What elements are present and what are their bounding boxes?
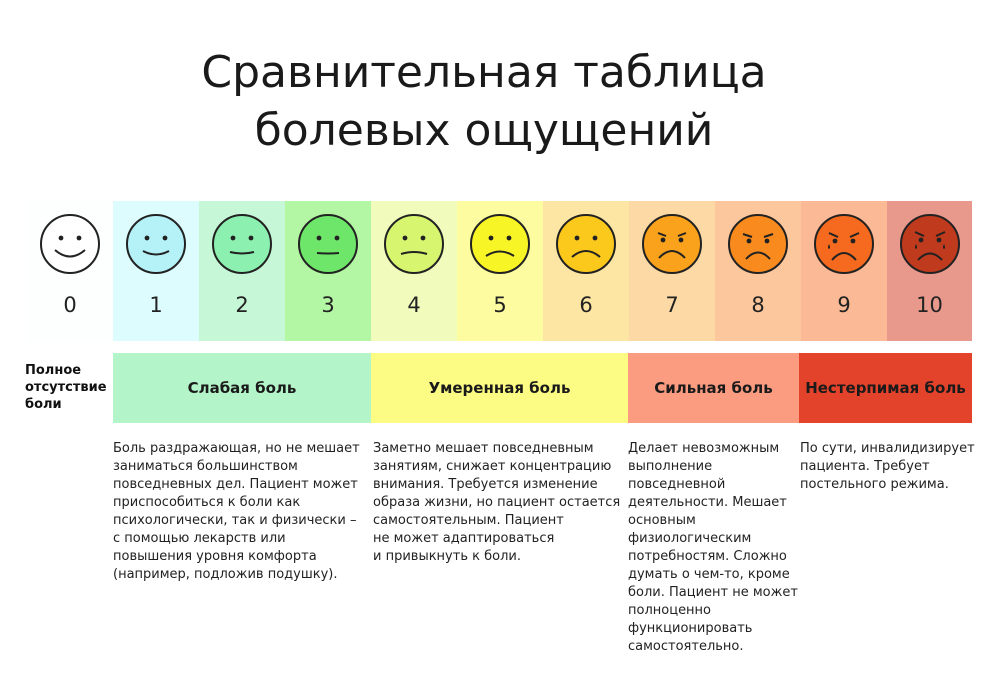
description-line: заниматься большинством: [113, 459, 298, 474]
description-line: самостоятельным. Пациент: [373, 513, 564, 528]
scale-cell-6: 6: [543, 201, 629, 341]
sad-face-icon: [642, 214, 702, 274]
scale-level-6: 6: [579, 293, 593, 317]
description-weak-pain: Боль раздражающая, но не мешает занимать…: [113, 440, 360, 584]
scale-level-2: 2: [235, 293, 249, 317]
description-line: не может адаптироваться: [373, 531, 555, 546]
description-moderate-pain: Заметно мешает повседневным занятиям, сн…: [373, 440, 620, 566]
smile-face-icon: [40, 214, 100, 274]
pain-scale: 0 1 2 3 4: [27, 201, 972, 341]
description-line: с помощью лекарств или: [113, 531, 286, 546]
scale-level-1: 1: [149, 293, 163, 317]
scale-cell-5: 5: [457, 201, 543, 341]
description-line: полноценно: [628, 603, 712, 618]
description-line: внимания. Требуется изменение: [373, 477, 598, 492]
description-severe-pain: Делает невозможным выполнение повседневн…: [628, 440, 798, 656]
no-pain-label-line: Полное: [25, 363, 82, 378]
scale-cell-2: 2: [199, 201, 285, 341]
no-pain-label-line: боли: [25, 397, 62, 412]
description-line: занятиям, снижает концентрацию: [373, 459, 612, 474]
neutral-face-icon: [298, 214, 358, 274]
band-moderate-pain: Умеренная боль: [371, 353, 628, 423]
scale-level-10: 10: [916, 293, 943, 317]
description-line: постельного режима.: [800, 477, 949, 492]
crying-face-icon: [814, 214, 874, 274]
description-line: Боль раздражающая, но не мешает: [113, 441, 360, 456]
description-line: повышения уровня комфорта: [113, 549, 317, 564]
scale-level-7: 7: [665, 293, 679, 317]
description-line: основным: [628, 513, 696, 528]
description-line: повседневной: [628, 477, 726, 492]
description-line: приспособиться к боли как: [113, 495, 301, 510]
smile-face-icon: [126, 214, 186, 274]
sad-face-icon: [556, 214, 616, 274]
scale-level-3: 3: [321, 293, 335, 317]
description-line: физиологическим: [628, 531, 752, 546]
description-line: Заметно мешает повседневным: [373, 441, 594, 456]
scale-cell-1: 1: [113, 201, 199, 341]
distressed-face-icon: [728, 214, 788, 274]
description-line: психологически, так и физически –: [113, 513, 357, 528]
description-line: самостоятельно.: [628, 639, 744, 654]
description-line: Делает невозможным: [628, 441, 780, 456]
scale-level-4: 4: [407, 293, 421, 317]
scale-cell-4: 4: [371, 201, 457, 341]
description-line: думать о чем-то, кроме: [628, 567, 790, 582]
scale-cell-3: 3: [285, 201, 371, 341]
band-label: Умеренная боль: [428, 379, 571, 397]
band-unbearable-pain: Нестерпимая боль: [799, 353, 972, 423]
scale-level-5: 5: [493, 293, 507, 317]
scale-cell-0: 0: [27, 201, 113, 341]
scale-cell-7: 7: [629, 201, 715, 341]
description-line: выполнение: [628, 459, 713, 474]
scale-level-8: 8: [751, 293, 765, 317]
description-line: и привыкнуть к боли.: [373, 549, 521, 564]
band-label: Сильная боль: [654, 379, 773, 397]
description-line: образа жизни, но пациент остается: [373, 495, 621, 510]
no-pain-label: Полное отсутствие боли: [25, 362, 115, 413]
scale-level-9: 9: [837, 293, 851, 317]
title-line-2: болевых ощущений: [254, 105, 714, 156]
description-line: По сути, инвалидизирует: [800, 441, 975, 456]
band-label: Слабая боль: [187, 379, 297, 397]
page-title: Сравнительная таблица болевых ощущений: [0, 44, 968, 160]
description-line: боли. Пациент не может: [628, 585, 798, 600]
scale-cell-10: 10: [887, 201, 972, 341]
slight-smile-face-icon: [212, 214, 272, 274]
band-label: Нестерпимая боль: [805, 379, 966, 397]
band-weak-pain: Слабая боль: [113, 353, 371, 423]
description-line: деятельности. Мешает: [628, 495, 787, 510]
band-severe-pain: Сильная боль: [628, 353, 799, 423]
description-unbearable-pain: По сути, инвалидизирует пациента. Требуе…: [800, 440, 975, 494]
description-line: потребностям. Сложно: [628, 549, 787, 564]
no-pain-label-line: отсутствие: [25, 380, 107, 395]
title-line-1: Сравнительная таблица: [201, 47, 767, 98]
scale-level-0: 0: [63, 293, 77, 317]
scale-cell-9: 9: [801, 201, 887, 341]
slight-frown-face-icon: [384, 214, 444, 274]
description-line: повседневных дел. Пациент может: [113, 477, 358, 492]
crying-face-icon: [899, 214, 960, 274]
description-line: пациента. Требует: [800, 459, 930, 474]
description-line: функционировать: [628, 621, 753, 636]
description-line: (например, подложив подушку).: [113, 567, 338, 582]
frown-face-icon: [470, 214, 530, 274]
scale-cell-8: 8: [715, 201, 801, 341]
